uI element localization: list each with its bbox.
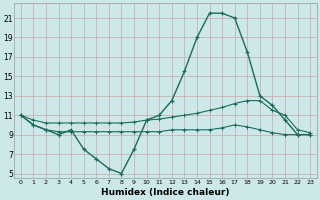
X-axis label: Humidex (Indice chaleur): Humidex (Indice chaleur) (101, 188, 230, 197)
